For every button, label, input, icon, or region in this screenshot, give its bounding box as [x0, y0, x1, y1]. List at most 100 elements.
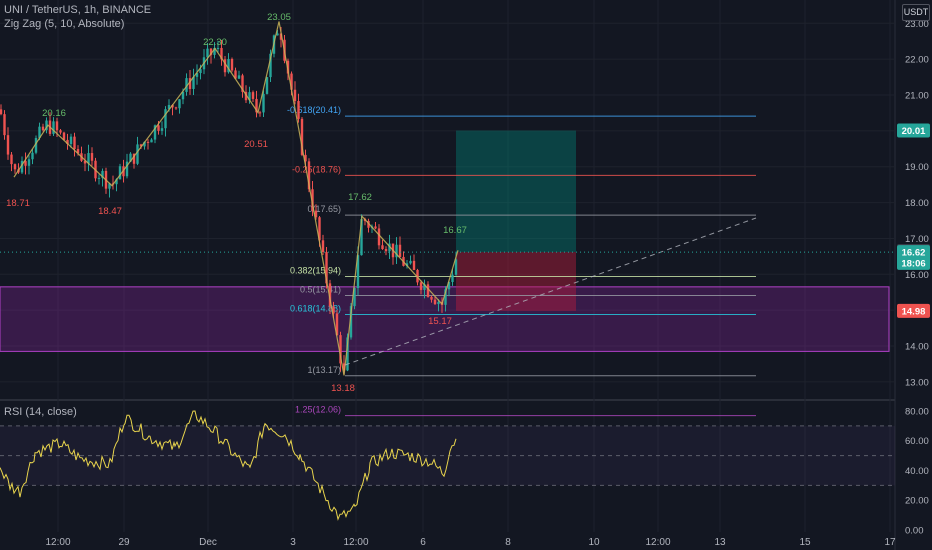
candle-body: [437, 301, 440, 305]
x-tick-label: 12:00: [45, 537, 70, 548]
candle-body: [325, 251, 328, 284]
candle-body: [34, 138, 38, 153]
rsi-tick-label: 40.00: [905, 466, 929, 477]
candle-body: [143, 141, 146, 147]
candle-body: [185, 78, 188, 92]
candle-body: [374, 226, 377, 229]
zigzag-pivot-label: 17.62: [348, 192, 372, 203]
candle-body: [279, 33, 283, 40]
candle-body: [290, 73, 293, 90]
rsi-tick-label: 20.00: [905, 496, 929, 507]
x-tick-label: 15: [799, 537, 811, 548]
candle-body: [234, 70, 237, 79]
y-tick-label: 18.00: [905, 198, 929, 209]
candle-body: [6, 135, 10, 155]
zigzag-pivot-label: 13.18: [331, 383, 355, 394]
price-tag-label: 16.62: [902, 248, 926, 259]
candle-body: [318, 217, 321, 241]
candle-body: [136, 144, 139, 164]
y-tick-label: 22.00: [905, 55, 929, 66]
candle-body: [388, 243, 391, 252]
candle-body: [412, 260, 416, 270]
candle-body: [157, 125, 160, 131]
candle-body: [73, 136, 76, 150]
candle-body: [241, 75, 244, 92]
candle-body: [31, 152, 34, 160]
candle-body: [66, 139, 69, 145]
grid-lines: [0, 0, 896, 550]
candle-body: [3, 114, 6, 136]
zigzag-indicator-label[interactable]: Zig Zag (5, 10, Absolute): [4, 18, 125, 30]
candle-body: [59, 130, 62, 133]
x-tick-label: 3: [290, 537, 296, 548]
candle-body: [433, 299, 437, 305]
zigzag-pivot-label: 22.30: [203, 37, 227, 48]
candle-body: [69, 136, 73, 145]
candle-body: [178, 99, 181, 109]
zigzag-pivot-label: 20.51: [244, 139, 268, 150]
rsi-line: [0, 410, 457, 521]
candle-body: [367, 220, 370, 228]
candle-body: [213, 47, 216, 55]
candle-body: [90, 153, 94, 161]
y-tick-label: 16.00: [905, 270, 929, 281]
candle-body: [237, 75, 241, 79]
currency-button[interactable]: USDT: [902, 4, 930, 21]
price-tag: [897, 245, 930, 260]
candle-body: [132, 153, 136, 164]
rsi-tick-label: 60.00: [905, 436, 929, 447]
candle-body: [360, 219, 363, 256]
candle-body: [174, 107, 178, 109]
price-tag-label: 14.98: [902, 306, 926, 317]
x-tick-label: Dec: [199, 537, 217, 548]
candle-body: [454, 259, 458, 275]
candle-body: [405, 263, 409, 266]
candle-body: [251, 92, 255, 99]
candle-body: [38, 126, 41, 139]
fibonacci-layer: -0.618(20.41) -0.25(18.76) 0(17.65) 0.382(1…: [287, 105, 756, 417]
rsi-layer: [0, 410, 895, 521]
candle-body: [209, 48, 213, 55]
candle-body: [346, 337, 349, 371]
fib-level-label: -0.618(20.41): [287, 105, 341, 115]
x-tick-label: 13: [714, 537, 726, 548]
candle-body: [328, 283, 332, 307]
candle-body: [115, 179, 118, 185]
x-tick-label: 29: [118, 537, 130, 548]
rsi-indicator-label[interactable]: RSI (14, close): [4, 406, 77, 418]
candle-body: [444, 289, 447, 305]
fib-level-label: 0.382(15.94): [290, 265, 341, 275]
candle-body: [321, 240, 325, 252]
candle-body: [398, 244, 402, 257]
candle-body: [20, 160, 24, 173]
candle-body: [286, 60, 290, 74]
candle-body: [97, 177, 101, 179]
candle-body: [332, 306, 335, 314]
candle-body: [108, 183, 111, 189]
x-tick-label: 12:00: [343, 537, 368, 548]
zigzag-pivot-label: 23.05: [267, 12, 291, 23]
candle-body: [83, 160, 87, 164]
candle-body: [62, 132, 66, 140]
x-tick-label: 10: [588, 537, 600, 548]
y-tick-label: 17.00: [905, 234, 929, 245]
candle-body: [220, 47, 223, 60]
candle-body: [192, 76, 195, 89]
fib-level-label: 0(17.65): [307, 204, 341, 214]
candle-body: [423, 284, 426, 290]
candle-body: [300, 118, 304, 155]
candle-body: [199, 69, 202, 74]
fib-level-label: 1(13.17): [307, 365, 341, 375]
candle-body: [181, 91, 185, 100]
fib-level-label: 0.5(15.41): [300, 284, 341, 294]
candle-body: [45, 120, 48, 131]
candle-body: [101, 170, 104, 178]
candle-body: [24, 160, 27, 166]
y-tick-label: 23.00: [905, 19, 929, 30]
candle-body: [416, 269, 419, 283]
candle-body: [293, 89, 297, 101]
candle-body: [265, 77, 269, 94]
candle-body: [153, 125, 157, 140]
